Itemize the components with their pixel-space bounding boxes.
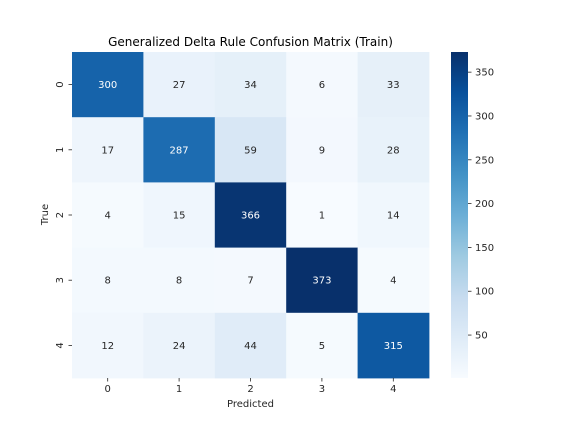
x-axis-label: Predicted — [227, 399, 274, 410]
colorbar: 50 100 150 200 250 300 350 — [451, 52, 494, 378]
cell-annotation: 59 — [244, 145, 257, 156]
heatmap-cell — [143, 117, 216, 183]
cell-annotation: 8 — [105, 276, 111, 287]
heatmap-cell — [357, 52, 430, 118]
cell-annotation: 366 — [241, 211, 260, 222]
cell-annotation: 9 — [319, 145, 325, 156]
y-tick-label: 1 — [55, 147, 66, 153]
x-axis-ticks: 0 1 2 3 4 — [105, 378, 396, 395]
heatmap-cell — [286, 117, 358, 183]
colorbar-tick-label: 100 — [475, 287, 494, 298]
cell-annotation: 300 — [98, 80, 117, 91]
cell-annotation: 27 — [173, 80, 186, 91]
x-tick-label: 2 — [247, 384, 253, 395]
cell-annotation: 33 — [387, 80, 400, 91]
heatmap-cell — [72, 117, 144, 183]
heatmap-cell — [357, 312, 430, 379]
x-tick-label: 3 — [319, 384, 325, 395]
cell-annotation: 1 — [319, 211, 325, 222]
x-tick-label: 4 — [390, 384, 396, 395]
cell-annotation: 14 — [387, 211, 400, 222]
cell-annotations: 300 27 34 6 33 17 287 59 9 28 4 15 366 1 14 8 8 7 373 4 12 24… — [98, 80, 403, 352]
cell-annotation: 28 — [387, 145, 400, 156]
y-tick-label: 2 — [55, 212, 66, 218]
heatmap-cell — [143, 52, 216, 118]
heatmap-cell — [286, 247, 358, 314]
cell-annotation: 373 — [312, 276, 331, 287]
heatmap-cell — [357, 247, 430, 314]
heatmap-cell — [72, 52, 144, 118]
heatmap-cell — [72, 182, 144, 248]
chart-title: Generalized Delta Rule Confusion Matrix … — [108, 35, 393, 49]
cell-annotation: 287 — [170, 145, 189, 156]
heatmap-cell — [143, 182, 216, 248]
heatmap-cell — [286, 182, 358, 248]
cell-annotation: 34 — [244, 80, 257, 91]
heatmap-cell — [143, 247, 216, 314]
heatmap-cell — [72, 247, 144, 314]
cell-annotation: 15 — [173, 211, 186, 222]
heatmap-cell — [143, 312, 216, 379]
y-axis-ticks: 0 1 2 3 4 — [55, 81, 72, 349]
colorbar-gradient — [451, 52, 468, 378]
cell-annotation: 12 — [101, 341, 114, 352]
colorbar-tick-label: 350 — [475, 68, 494, 79]
cell-annotation: 24 — [173, 341, 186, 352]
cell-annotation: 4 — [390, 276, 396, 287]
heatmap-cell — [214, 182, 287, 248]
heatmap-cell — [357, 117, 430, 183]
y-tick-label: 3 — [55, 277, 66, 283]
cell-annotation: 4 — [105, 211, 111, 222]
x-tick-label: 0 — [105, 384, 111, 395]
cell-annotation: 315 — [384, 341, 403, 352]
colorbar-tick-label: 300 — [475, 111, 494, 122]
cell-annotation: 7 — [247, 276, 253, 287]
cell-annotation: 17 — [101, 145, 114, 156]
heatmap-cell — [214, 312, 287, 379]
heatmap-cell — [214, 247, 287, 314]
heatmap-cell — [214, 52, 287, 118]
y-axis-label: True — [40, 204, 51, 226]
heatmap-cell — [72, 312, 144, 379]
heatmap-cell — [357, 182, 430, 248]
colorbar-tick-label: 200 — [475, 199, 494, 210]
heatmap-cell — [286, 52, 358, 118]
colorbar-tick-label: 150 — [475, 243, 494, 254]
cell-annotation: 8 — [176, 276, 182, 287]
x-tick-label: 1 — [176, 384, 182, 395]
colorbar-tick-label: 250 — [475, 155, 494, 166]
colorbar-tick-label: 50 — [475, 331, 488, 342]
heatmap-cell — [214, 117, 287, 183]
cell-annotation: 5 — [319, 341, 325, 352]
heatmap-cells — [72, 52, 430, 379]
heatmap-cell — [286, 312, 358, 379]
cell-annotation: 6 — [319, 80, 325, 91]
y-tick-label: 0 — [55, 81, 66, 87]
y-tick-label: 4 — [55, 342, 66, 348]
cell-annotation: 44 — [244, 341, 257, 352]
